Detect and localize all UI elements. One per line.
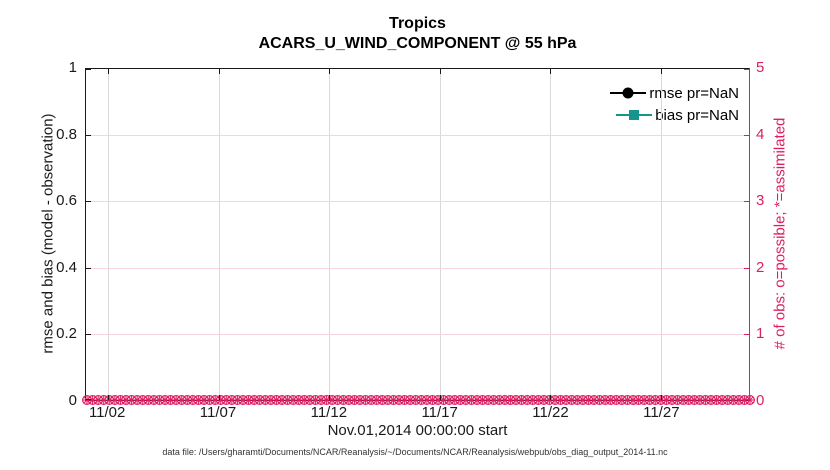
y-tick-mark-right	[744, 201, 749, 203]
y-tick-mark-left	[86, 135, 91, 137]
x-tick-label: 11/07	[199, 404, 237, 421]
x-tick-mark-top	[439, 69, 441, 74]
y-tick-mark-left	[86, 333, 91, 335]
vertical-gridline	[660, 69, 662, 400]
y-tick-label-right: 1	[756, 325, 765, 343]
vertical-gridline	[550, 69, 552, 400]
x-tick-label: 11/17	[421, 404, 458, 421]
legend-item-rmse: rmse pr=NaN	[610, 82, 739, 104]
rmse-line-sample	[610, 86, 647, 100]
legend-label-bias: bias pr=NaN	[655, 106, 739, 124]
y-tick-label-right: 0	[756, 392, 765, 409]
y-tick-label-left: 1	[68, 59, 77, 76]
datafile-caption: data file: /Users/gharamti/Documents/NCA…	[162, 447, 668, 457]
vertical-gridline	[218, 69, 220, 400]
vertical-gridline	[108, 69, 110, 400]
y-tick-label-right: 3	[756, 192, 765, 210]
y-tick-mark-right	[744, 69, 749, 70]
x-tick-mark-top	[108, 69, 110, 74]
x-tick-mark-top	[660, 69, 662, 74]
rmse-circle-marker-icon	[622, 87, 634, 99]
chart-title-block: Tropics ACARS_U_WIND_COMPONENT @ 55 hPa	[85, 14, 750, 54]
y-tick-mark-right	[744, 267, 749, 269]
x-tick-mark-bottom	[329, 395, 331, 400]
y-tick-label-left: 0.6	[56, 192, 77, 210]
plot-area: rmse pr=NaN bias pr=NaN	[81, 68, 755, 406]
obs-count-markers-band	[81, 394, 755, 406]
horizontal-gridline	[86, 333, 749, 335]
y-tick-label-left: 0.8	[56, 125, 77, 143]
x-tick-mark-top	[550, 69, 552, 74]
y-tick-mark-right	[744, 333, 749, 335]
y-tick-mark-left	[86, 69, 91, 70]
y-tick-label-right: 2	[756, 258, 765, 276]
horizontal-gridline	[86, 135, 749, 137]
y-tick-label-right: 5	[756, 59, 765, 76]
x-tick-mark-bottom	[218, 395, 220, 400]
y-tick-label-left: 0.2	[56, 325, 77, 343]
y-tick-label-left: 0	[68, 392, 77, 409]
possible-obs-marker	[744, 394, 755, 406]
legend: rmse pr=NaN bias pr=NaN	[610, 82, 739, 126]
y-tick-label-left: 0.4	[56, 258, 77, 276]
vertical-gridline	[439, 69, 441, 400]
x-tick-label: 11/27	[643, 404, 680, 421]
x-axis-label: Nov.01,2014 00:00:00 start	[327, 422, 508, 439]
legend-label-rmse: rmse pr=NaN	[649, 84, 739, 102]
y-tick-mark-left	[86, 267, 91, 269]
y-tick-mark-right	[744, 399, 749, 400]
vertical-gridline	[329, 69, 331, 400]
x-tick-mark-bottom	[550, 395, 552, 400]
y-axis-label-left: rmse and bias (model - observation)	[39, 113, 57, 354]
legend-item-bias: bias pr=NaN	[610, 104, 739, 126]
y-tick-mark-right	[744, 135, 749, 137]
x-tick-mark-bottom	[439, 395, 441, 400]
chart-title: Tropics	[389, 15, 446, 32]
x-tick-mark-top	[329, 69, 331, 74]
horizontal-gridline	[86, 267, 749, 269]
x-tick-mark-bottom	[660, 395, 662, 400]
x-tick-label: 11/22	[532, 404, 569, 421]
chart-subtitle: ACARS_U_WIND_COMPONENT @ 55 hPa	[258, 35, 577, 52]
x-tick-label: 11/12	[310, 404, 348, 421]
assimilated-obs-marker	[746, 396, 754, 404]
horizontal-gridline	[86, 201, 749, 203]
y-tick-mark-left	[86, 201, 91, 203]
bias-line-sample	[616, 108, 653, 122]
x-tick-mark-top	[218, 69, 220, 74]
bias-square-marker-icon	[629, 110, 640, 120]
x-tick-label: 11/02	[88, 404, 126, 421]
y-tick-label-right: 4	[756, 125, 765, 143]
x-tick-mark-bottom	[108, 395, 110, 400]
y-tick-mark-left	[86, 399, 91, 400]
